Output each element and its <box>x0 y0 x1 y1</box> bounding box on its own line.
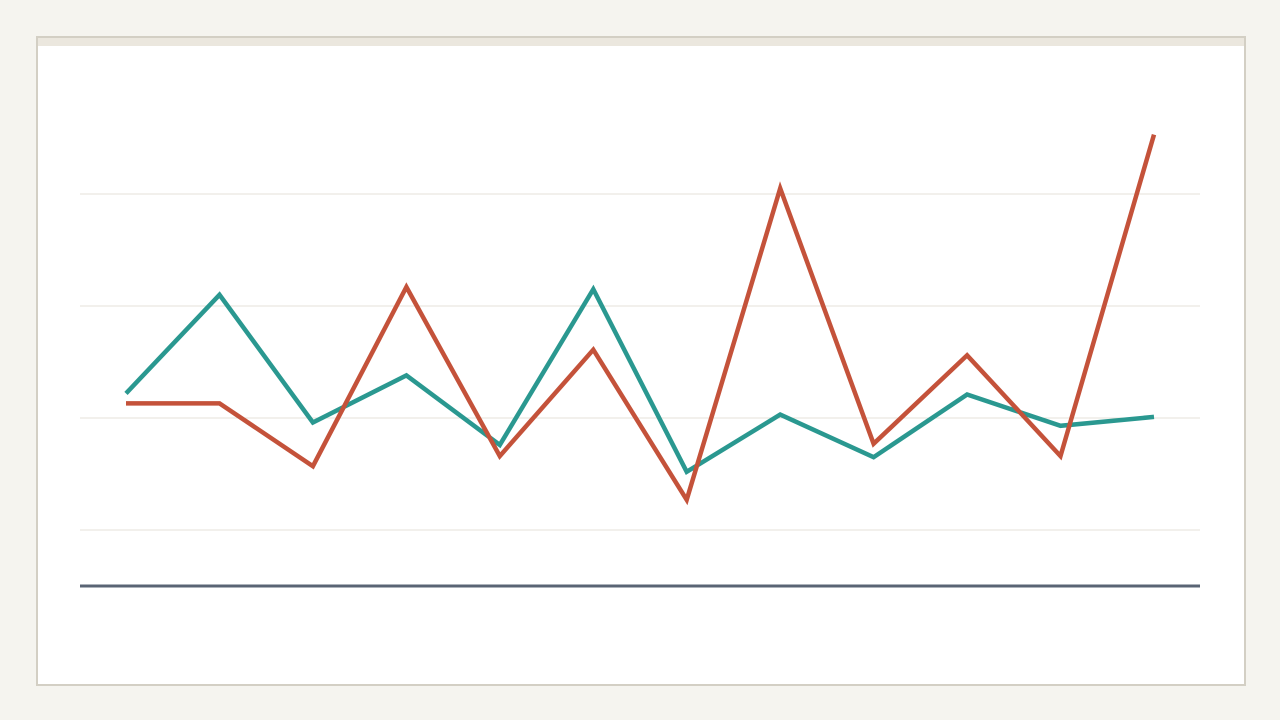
series-line-1 <box>124 284 1155 475</box>
frame-header-strip <box>38 38 1244 46</box>
series-line-2 <box>126 133 1157 506</box>
chart-frame <box>36 36 1246 686</box>
